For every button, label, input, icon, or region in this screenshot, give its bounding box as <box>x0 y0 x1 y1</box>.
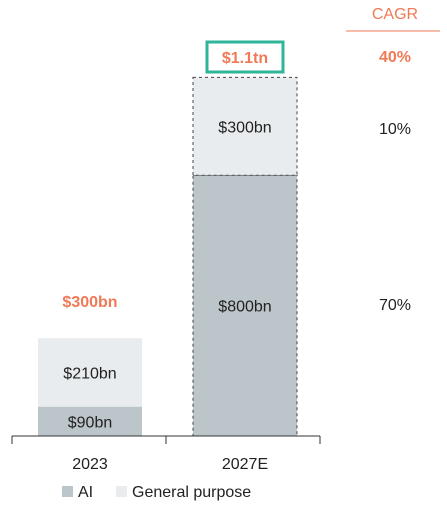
data-label-general-purpose-2023: $210bn <box>63 365 116 382</box>
bar-general-purpose-2023 <box>38 338 142 407</box>
bar-general-purpose-2027e <box>192 76 298 176</box>
total-label-2027e: $1.1tn <box>222 50 268 67</box>
legend-label-general-purpose: General purpose <box>132 484 251 501</box>
cagr-ai-value: 70% <box>379 297 411 314</box>
data-label-ai-2027e: $800bn <box>218 299 271 316</box>
data-label-ai-2023: $90bn <box>68 414 113 431</box>
cagr-title: CAGR <box>372 6 418 23</box>
cagr-general-purpose-value: 10% <box>379 121 411 138</box>
bars-group: $90bn $210bn $300bn $800bn $300bn $1.1tn <box>38 40 298 437</box>
total-label-2023: $300bn <box>62 294 117 311</box>
legend-swatch-general-purpose <box>116 486 127 497</box>
category-label-2027e: 2027E <box>222 456 268 473</box>
total-label-box-2027e <box>205 40 285 74</box>
category-label-2023: 2023 <box>72 456 108 473</box>
legend-swatch-ai <box>62 486 73 497</box>
cagr-total-value: 40% <box>379 49 411 66</box>
data-label-general-purpose-2027e: $300bn <box>218 119 271 136</box>
bar-ai-2027e <box>192 174 298 437</box>
bar-ai-2023 <box>38 406 142 436</box>
legend-label-ai: AI <box>78 484 93 501</box>
